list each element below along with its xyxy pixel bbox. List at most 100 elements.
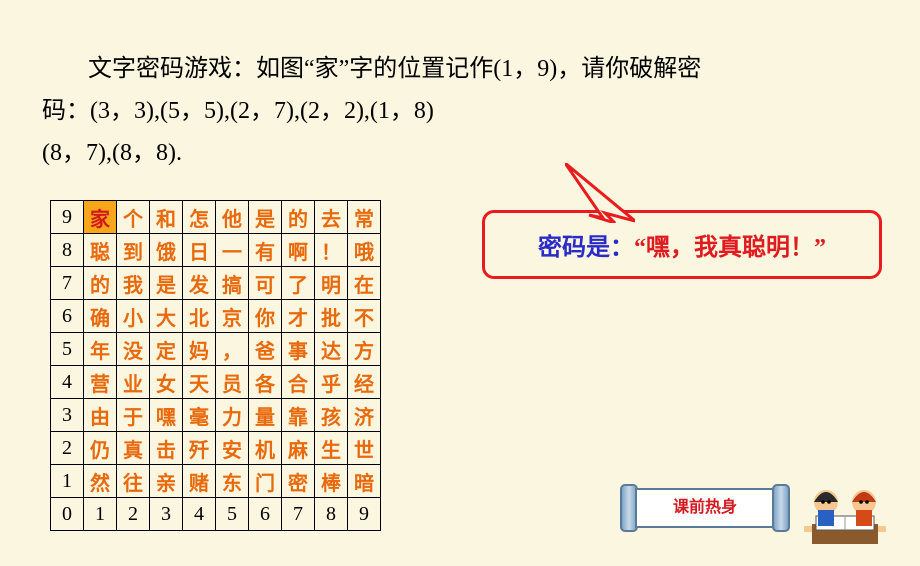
grid-cell: 东 xyxy=(216,465,249,498)
col-label: 8 xyxy=(315,498,348,531)
row-label: 2 xyxy=(51,432,84,465)
grid-cell: 嘿 xyxy=(150,399,183,432)
grid-cell: 到 xyxy=(117,234,150,267)
grid-cell: 力 xyxy=(216,399,249,432)
grid-cell: 确 xyxy=(84,300,117,333)
grid-cell: 怎 xyxy=(183,201,216,234)
problem-text: 文字密码游戏：如图“家”字的位置记作(1，9)，请你破解密 码：(3，3),(5… xyxy=(42,48,878,174)
grid-cell: ， xyxy=(216,333,249,366)
grid-cell: 不 xyxy=(348,300,381,333)
col-label: 6 xyxy=(249,498,282,531)
grid-cell: 了 xyxy=(282,267,315,300)
grid-cell: 的 xyxy=(282,201,315,234)
grid-cell: 才 xyxy=(282,300,315,333)
col-label: 4 xyxy=(183,498,216,531)
answer-quote: “嘿，我真聪明！” xyxy=(634,235,826,261)
grid-cell: 由 xyxy=(84,399,117,432)
grid-cell: 爸 xyxy=(249,333,282,366)
grid-cell: 济 xyxy=(348,399,381,432)
grid-cell: 乎 xyxy=(315,366,348,399)
col-label: 7 xyxy=(282,498,315,531)
grid-cell: 孩 xyxy=(315,399,348,432)
scroll-cap-right xyxy=(772,484,790,532)
row-label: 0 xyxy=(51,498,84,531)
answer-callout: 密码是：“嘿，我真聪明！” xyxy=(482,160,882,279)
grid-cell: 暗 xyxy=(348,465,381,498)
col-label: 3 xyxy=(150,498,183,531)
grid-cell: 达 xyxy=(315,333,348,366)
row-label: 1 xyxy=(51,465,84,498)
grid-cell: 密 xyxy=(282,465,315,498)
grid-cell: 歼 xyxy=(183,432,216,465)
grid-cell: 北 xyxy=(183,300,216,333)
row-label: 8 xyxy=(51,234,84,267)
grid-cell: 和 xyxy=(150,201,183,234)
grid-cell: 聪 xyxy=(84,234,117,267)
line-1a: 文字密码游戏：如图“家”字的位置记作(1，9)，请你破解密 xyxy=(88,56,701,82)
grid-cell: 在 xyxy=(348,267,381,300)
grid-cell: 生 xyxy=(315,432,348,465)
grid-cell: 赌 xyxy=(183,465,216,498)
line-1b: 码：(3，3),(5，5),(2，7),(2，2),(1，8) xyxy=(42,98,434,124)
grid-cell: 个 xyxy=(117,201,150,234)
grid-cell: ！ xyxy=(315,234,348,267)
grid-cell: 真 xyxy=(117,432,150,465)
grid-cell: 搞 xyxy=(216,267,249,300)
grid-cell: 营 xyxy=(84,366,117,399)
grid-cell: 方 xyxy=(348,333,381,366)
warmup-scroll: 课前热身 xyxy=(620,480,790,536)
grid-cell: 有 xyxy=(249,234,282,267)
row-label: 6 xyxy=(51,300,84,333)
row-label: 9 xyxy=(51,201,84,234)
grid-cell: 门 xyxy=(249,465,282,498)
grid-cell: 亲 xyxy=(150,465,183,498)
grid-cell: 家 xyxy=(84,201,117,234)
grid-cell: 是 xyxy=(249,201,282,234)
grid-cell: 各 xyxy=(249,366,282,399)
row-label: 4 xyxy=(51,366,84,399)
grid-cell: 毫 xyxy=(183,399,216,432)
grid-cell: 年 xyxy=(84,333,117,366)
grid-cell: 京 xyxy=(216,300,249,333)
grid-cell: 的 xyxy=(84,267,117,300)
grid-cell: 妈 xyxy=(183,333,216,366)
character-grid: 9家个和怎他是的去常8聪到饿日一有啊！哦7的我是发搞可了明在6确小大北京你才批不… xyxy=(50,200,381,531)
grid-cell: 哦 xyxy=(348,234,381,267)
col-label: 1 xyxy=(84,498,117,531)
grid-cell: 定 xyxy=(150,333,183,366)
row-label: 5 xyxy=(51,333,84,366)
grid-cell: 饿 xyxy=(150,234,183,267)
grid-cell: 击 xyxy=(150,432,183,465)
grid-cell: 小 xyxy=(117,300,150,333)
grid-cell: 啊 xyxy=(282,234,315,267)
grid-cell: 日 xyxy=(183,234,216,267)
row-label: 7 xyxy=(51,267,84,300)
grid-cell: 我 xyxy=(117,267,150,300)
line-2: (8，7),(8，8). xyxy=(42,140,182,166)
grid-cell: 去 xyxy=(315,201,348,234)
grid-cell: 世 xyxy=(348,432,381,465)
grid-cell: 明 xyxy=(315,267,348,300)
grid-cell: 于 xyxy=(117,399,150,432)
grid-cell: 他 xyxy=(216,201,249,234)
grid-cell: 仍 xyxy=(84,432,117,465)
grid-cell: 女 xyxy=(150,366,183,399)
grid-cell: 安 xyxy=(216,432,249,465)
grid-cell: 一 xyxy=(216,234,249,267)
grid-cell: 批 xyxy=(315,300,348,333)
grid-cell: 员 xyxy=(216,366,249,399)
grid-cell: 然 xyxy=(84,465,117,498)
grid-cell: 发 xyxy=(183,267,216,300)
grid-cell: 业 xyxy=(117,366,150,399)
bubble-tail xyxy=(565,163,635,223)
grid-cell: 合 xyxy=(282,366,315,399)
row-label: 3 xyxy=(51,399,84,432)
col-label: 9 xyxy=(348,498,381,531)
grid-cell: 大 xyxy=(150,300,183,333)
grid-cell: 量 xyxy=(249,399,282,432)
scroll-label: 课前热身 xyxy=(635,488,775,528)
grid-cell: 可 xyxy=(249,267,282,300)
grid-cell: 棒 xyxy=(315,465,348,498)
grid-cell: 你 xyxy=(249,300,282,333)
grid-cell: 事 xyxy=(282,333,315,366)
